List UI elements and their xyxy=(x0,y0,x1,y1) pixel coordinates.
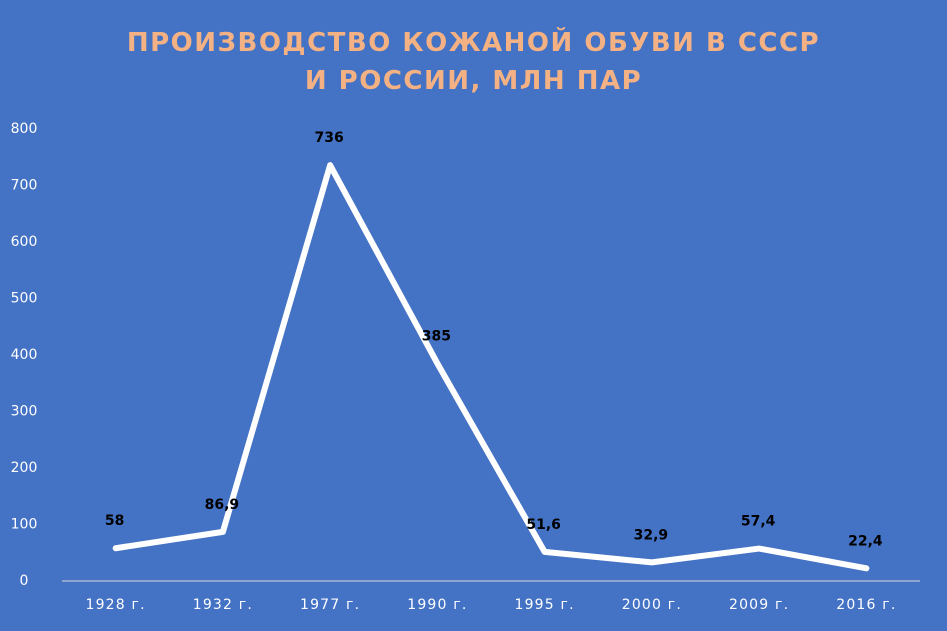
y-tick-label: 0 xyxy=(20,573,29,589)
y-tick-label: 400 xyxy=(11,347,38,363)
data-label: 86,9 xyxy=(205,497,240,513)
x-tick-label: 2016 г. xyxy=(836,597,896,613)
x-tick-label: 1932 г. xyxy=(193,597,253,613)
x-tick-label: 2009 г. xyxy=(729,597,789,613)
data-label: 736 xyxy=(315,130,344,146)
data-label: 51,6 xyxy=(526,517,561,533)
y-tick-label: 600 xyxy=(11,234,38,250)
x-tick-label: 1995 г. xyxy=(514,597,574,613)
chart-title: ПРОИЗВОДСТВО КОЖАНОЙ ОБУВИ В СССР И РОСС… xyxy=(126,28,821,96)
x-tick-label: 1928 г. xyxy=(85,597,145,613)
data-label: 57,4 xyxy=(741,514,776,530)
x-tick-label: 1990 г. xyxy=(407,597,467,613)
x-tick-label: 1977 г. xyxy=(300,597,360,613)
data-label: 58 xyxy=(105,513,124,529)
data-label: 385 xyxy=(422,328,451,344)
data-label: 22,4 xyxy=(848,533,883,549)
y-tick-label: 300 xyxy=(11,404,38,420)
y-tick-label: 800 xyxy=(11,121,38,137)
data-line xyxy=(112,162,870,572)
y-tick-label: 700 xyxy=(11,178,38,194)
data-label: 32,9 xyxy=(634,527,669,543)
x-tick-label: 2000 г. xyxy=(622,597,682,613)
y-tick-label: 200 xyxy=(11,460,38,476)
y-tick-label: 500 xyxy=(11,291,38,307)
y-tick-label: 100 xyxy=(11,517,38,533)
